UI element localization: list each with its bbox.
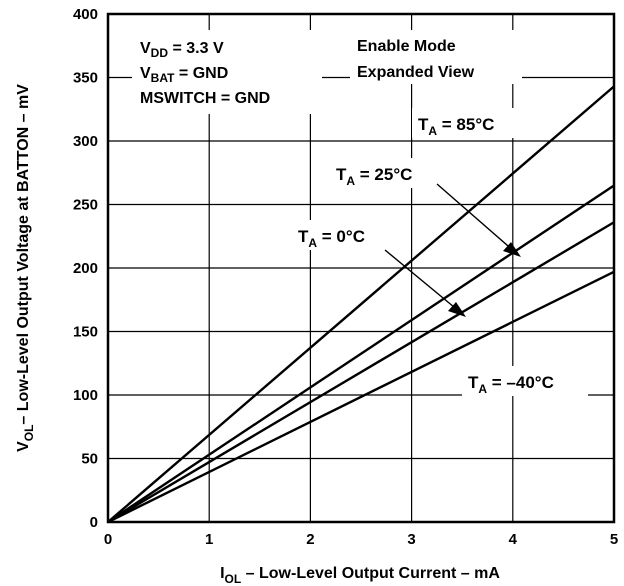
annotation-arrows	[384, 183, 521, 317]
mode-enable: Enable Mode	[357, 38, 456, 55]
x-axis-label: IOL – Low-Level Output Current – mA	[220, 565, 500, 586]
series-line-25C	[107, 184, 615, 523]
y-tick-label: 50	[81, 451, 98, 468]
series-label-25: TA = 25°C	[336, 165, 412, 188]
y-tick-label: 400	[73, 6, 98, 23]
label-background-0	[292, 220, 392, 250]
x-tick-label: 3	[407, 531, 415, 548]
condition-mswitch: MSWITCH = GND	[140, 90, 270, 107]
x-tick-label: 2	[306, 531, 314, 548]
x-tick-label: 4	[509, 531, 518, 548]
series-line-40C	[107, 270, 615, 524]
plot-frame	[106, 12, 616, 524]
plot-border	[106, 12, 616, 524]
y-tick-label: 200	[73, 260, 98, 277]
y-axis-label: VOL– Low-Level Output Voltage at BATTON …	[15, 84, 36, 452]
y-tick-label: 250	[73, 197, 98, 214]
label-background-minus40	[462, 366, 588, 396]
label-background-85	[412, 108, 528, 138]
series-line-0C	[107, 221, 615, 524]
x-tick-label: 5	[610, 531, 618, 548]
mode-expanded-view: Expanded View	[357, 64, 475, 81]
series-label-85: TA = 85°C	[418, 115, 494, 138]
x-tick-label: 1	[205, 531, 213, 548]
series-line-85C	[107, 85, 615, 523]
condition-vbat: VBAT = GND	[140, 65, 228, 85]
series-labels: TA = 85°C TA = 25°C TA = 0°C TA = –40°C	[292, 108, 588, 396]
label-background-25	[330, 158, 442, 188]
y-tick-label: 350	[73, 70, 98, 87]
mode-background	[350, 30, 522, 84]
series-label-minus40: TA = –40°C	[468, 373, 554, 396]
y-tick-label: 0	[90, 514, 98, 531]
series-label-0: TA = 0°C	[298, 227, 365, 250]
x-tick-label: 0	[104, 531, 112, 548]
y-tick-label: 300	[73, 133, 98, 150]
conditions-background	[132, 30, 322, 114]
y-tick-label: 150	[73, 324, 98, 341]
arrow-25-head	[503, 242, 521, 257]
arrow-0-head	[448, 302, 466, 317]
series-lines	[107, 85, 615, 524]
condition-vdd: VDD = 3.3 V	[140, 40, 224, 60]
y-tick-label: 100	[73, 387, 98, 404]
arrow-25-shaft	[436, 183, 516, 253]
arrow-0-shaft	[384, 249, 461, 313]
